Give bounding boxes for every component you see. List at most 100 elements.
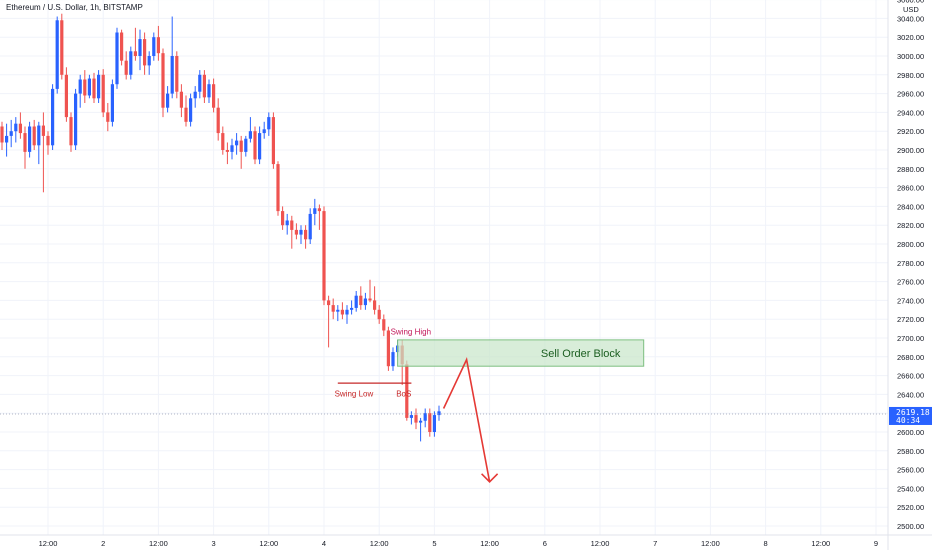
candle-body bbox=[294, 229, 298, 235]
candle-body bbox=[78, 79, 82, 94]
candle-body bbox=[83, 79, 87, 96]
time-axis[interactable]: 12:00 2 12:00 3 12:00 4 12:00 5 12:00 6 12:00 7 12:0… bbox=[39, 539, 878, 548]
candle-body bbox=[363, 298, 367, 306]
y-tick-label: 2940.00 bbox=[897, 108, 924, 117]
y-tick-label: 2660.00 bbox=[897, 372, 924, 381]
y-tick-label: 2600.00 bbox=[897, 428, 924, 437]
candle-body bbox=[32, 126, 36, 146]
candle-body bbox=[170, 56, 174, 94]
y-tick-label: 2680.00 bbox=[897, 353, 924, 362]
x-tick-label: 12:00 bbox=[591, 539, 610, 548]
y-tick-label: 2980.00 bbox=[897, 71, 924, 80]
candle-body bbox=[147, 56, 151, 66]
candle-body bbox=[124, 60, 128, 75]
candle-body bbox=[377, 309, 381, 320]
candle-body bbox=[221, 133, 225, 150]
y-tick-label: 3020.00 bbox=[897, 33, 924, 42]
y-tick-label: 2780.00 bbox=[897, 259, 924, 268]
candle-body bbox=[267, 117, 271, 130]
candle-body bbox=[281, 211, 285, 226]
candle-body bbox=[0, 126, 4, 143]
candle-body bbox=[189, 98, 193, 122]
candle-body bbox=[437, 411, 441, 416]
candle-body bbox=[350, 307, 354, 310]
candle-body bbox=[235, 140, 239, 146]
candle-body bbox=[359, 295, 363, 306]
candle-body bbox=[225, 150, 229, 152]
candle-body bbox=[391, 352, 395, 367]
candle-body bbox=[175, 56, 179, 92]
price-axis[interactable]: 2500.00 2520.00 2540.00 2560.00 2580.00 2600.… bbox=[897, 0, 924, 531]
candle-body bbox=[28, 126, 32, 152]
candle-body bbox=[276, 164, 280, 212]
y-tick-label: 2580.00 bbox=[897, 447, 924, 456]
y-tick-label: 3040.00 bbox=[897, 14, 924, 23]
x-tick-label: 8 bbox=[764, 539, 768, 548]
candle-body bbox=[405, 364, 409, 418]
y-tick-label: 2800.00 bbox=[897, 240, 924, 249]
candle-body bbox=[262, 129, 266, 134]
candle-body bbox=[55, 20, 59, 89]
candle-body bbox=[423, 413, 427, 421]
candle-body bbox=[414, 415, 418, 423]
y-tick-label: 2900.00 bbox=[897, 146, 924, 155]
candle-body bbox=[37, 125, 41, 146]
candle-body bbox=[354, 295, 358, 308]
projection-path bbox=[442, 357, 491, 482]
candle-body bbox=[5, 135, 9, 143]
candle-body bbox=[216, 107, 220, 134]
candle-body bbox=[368, 298, 372, 301]
y-tick-label: 2500.00 bbox=[897, 522, 924, 531]
y-tick-label: 2820.00 bbox=[897, 221, 924, 230]
x-tick-label: 12:00 bbox=[370, 539, 389, 548]
candle-body bbox=[382, 319, 386, 331]
candle-body bbox=[106, 112, 110, 122]
y-tick-label: 2640.00 bbox=[897, 390, 924, 399]
candle-body bbox=[409, 415, 413, 418]
y-tick-label: 3060.00 bbox=[897, 0, 924, 5]
y-tick-label: 2520.00 bbox=[897, 503, 924, 512]
x-tick-label: 3 bbox=[212, 539, 216, 548]
candle-body bbox=[69, 117, 73, 146]
candle-body bbox=[138, 39, 142, 56]
candle-body bbox=[87, 78, 91, 96]
candle-body bbox=[386, 330, 390, 367]
y-tick-label: 2880.00 bbox=[897, 165, 924, 174]
candle-body bbox=[230, 145, 234, 152]
candle-body bbox=[299, 229, 303, 235]
candle-body bbox=[340, 309, 344, 315]
candle-body bbox=[64, 74, 68, 118]
candle-body bbox=[331, 305, 335, 312]
grid bbox=[0, 0, 888, 535]
candle-body bbox=[317, 208, 321, 212]
candle-body bbox=[166, 93, 170, 108]
candle-body bbox=[133, 51, 137, 56]
bos-label: BoS bbox=[396, 390, 411, 399]
x-tick-label: 4 bbox=[322, 539, 326, 548]
y-tick-label: 2920.00 bbox=[897, 127, 924, 136]
candle-body bbox=[14, 123, 18, 132]
x-tick-label: 12:00 bbox=[480, 539, 499, 548]
candle-body bbox=[143, 39, 147, 66]
candle-body bbox=[285, 220, 289, 226]
candle-body bbox=[156, 37, 160, 54]
projection-arrow-head-icon bbox=[481, 473, 499, 483]
y-tick-label: 2840.00 bbox=[897, 202, 924, 211]
candle-body bbox=[322, 211, 326, 301]
annotations: Sell Order Block Swing High Swing Low BoS bbox=[335, 327, 645, 483]
candle-body bbox=[129, 51, 133, 75]
candle-body bbox=[41, 125, 45, 136]
candle-body bbox=[60, 20, 64, 75]
candle-body bbox=[373, 300, 377, 310]
x-tick-label: 12:00 bbox=[811, 539, 830, 548]
candle-body bbox=[258, 133, 262, 160]
y-tick-label: 2720.00 bbox=[897, 315, 924, 324]
candle-body bbox=[248, 131, 252, 139]
candle-body bbox=[23, 133, 27, 152]
candle-body bbox=[46, 135, 50, 146]
x-tick-label: 9 bbox=[874, 539, 878, 548]
candle-body bbox=[115, 32, 119, 85]
